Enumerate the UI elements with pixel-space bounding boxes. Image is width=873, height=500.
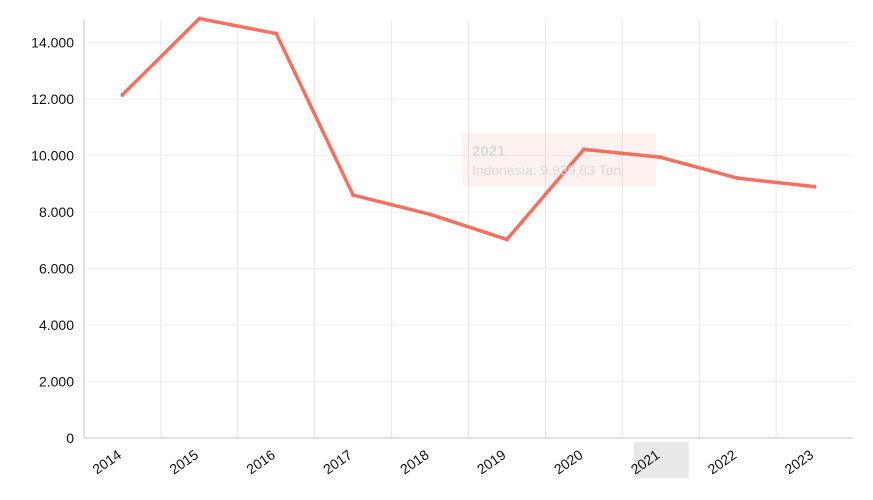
y-tick-label: 8.000 [39,204,74,220]
x-tick-label: 2023 [782,446,817,477]
data-point[interactable] [274,31,279,36]
x-tick-label: 2019 [474,446,509,477]
data-point[interactable] [658,155,663,160]
grid [84,20,853,438]
tooltip-box [462,133,656,186]
y-tick-label: 0 [66,430,74,446]
y-axis: 0 2.000 4.000 6.000 8.000 10.000 12.000 14.000 [31,20,85,446]
series-line [120,16,817,242]
tooltip-text: Indonesia: 9.939,83 Ton [472,162,621,178]
x-tick-label: 2022 [705,446,740,477]
data-point[interactable] [812,184,817,189]
x-axis: 2014 2015 2016 2017 2018 2019 2020 2021 2022 2023 [84,437,853,478]
data-point[interactable] [120,92,125,97]
y-tick-label: 6.000 [39,261,74,277]
y-tick-label: 14.000 [31,35,74,51]
x-tick-label: 2018 [397,446,432,477]
x-tick-label: 2017 [320,446,355,477]
y-tick-label: 4.000 [39,317,74,333]
data-point[interactable] [428,212,433,217]
data-point[interactable] [504,237,509,242]
data-point[interactable] [197,16,202,21]
data-point[interactable] [581,147,586,152]
data-point[interactable] [735,176,740,181]
tooltip-title: 2021 [472,143,505,160]
x-tick-label: 2016 [243,446,278,477]
x-tick-label: 2020 [551,446,586,477]
x-tick-label: 2014 [89,446,124,477]
y-tick-label: 12.000 [31,91,74,107]
y-tick-label: 2.000 [39,374,74,390]
x-hover-highlight [633,442,689,478]
data-point[interactable] [351,193,356,198]
series-layer [120,16,817,242]
tooltip: 2021 Indonesia: 9.939,83 Ton [462,133,656,186]
y-tick-label: 10.000 [31,148,74,164]
x-tick-label: 2015 [166,446,201,477]
